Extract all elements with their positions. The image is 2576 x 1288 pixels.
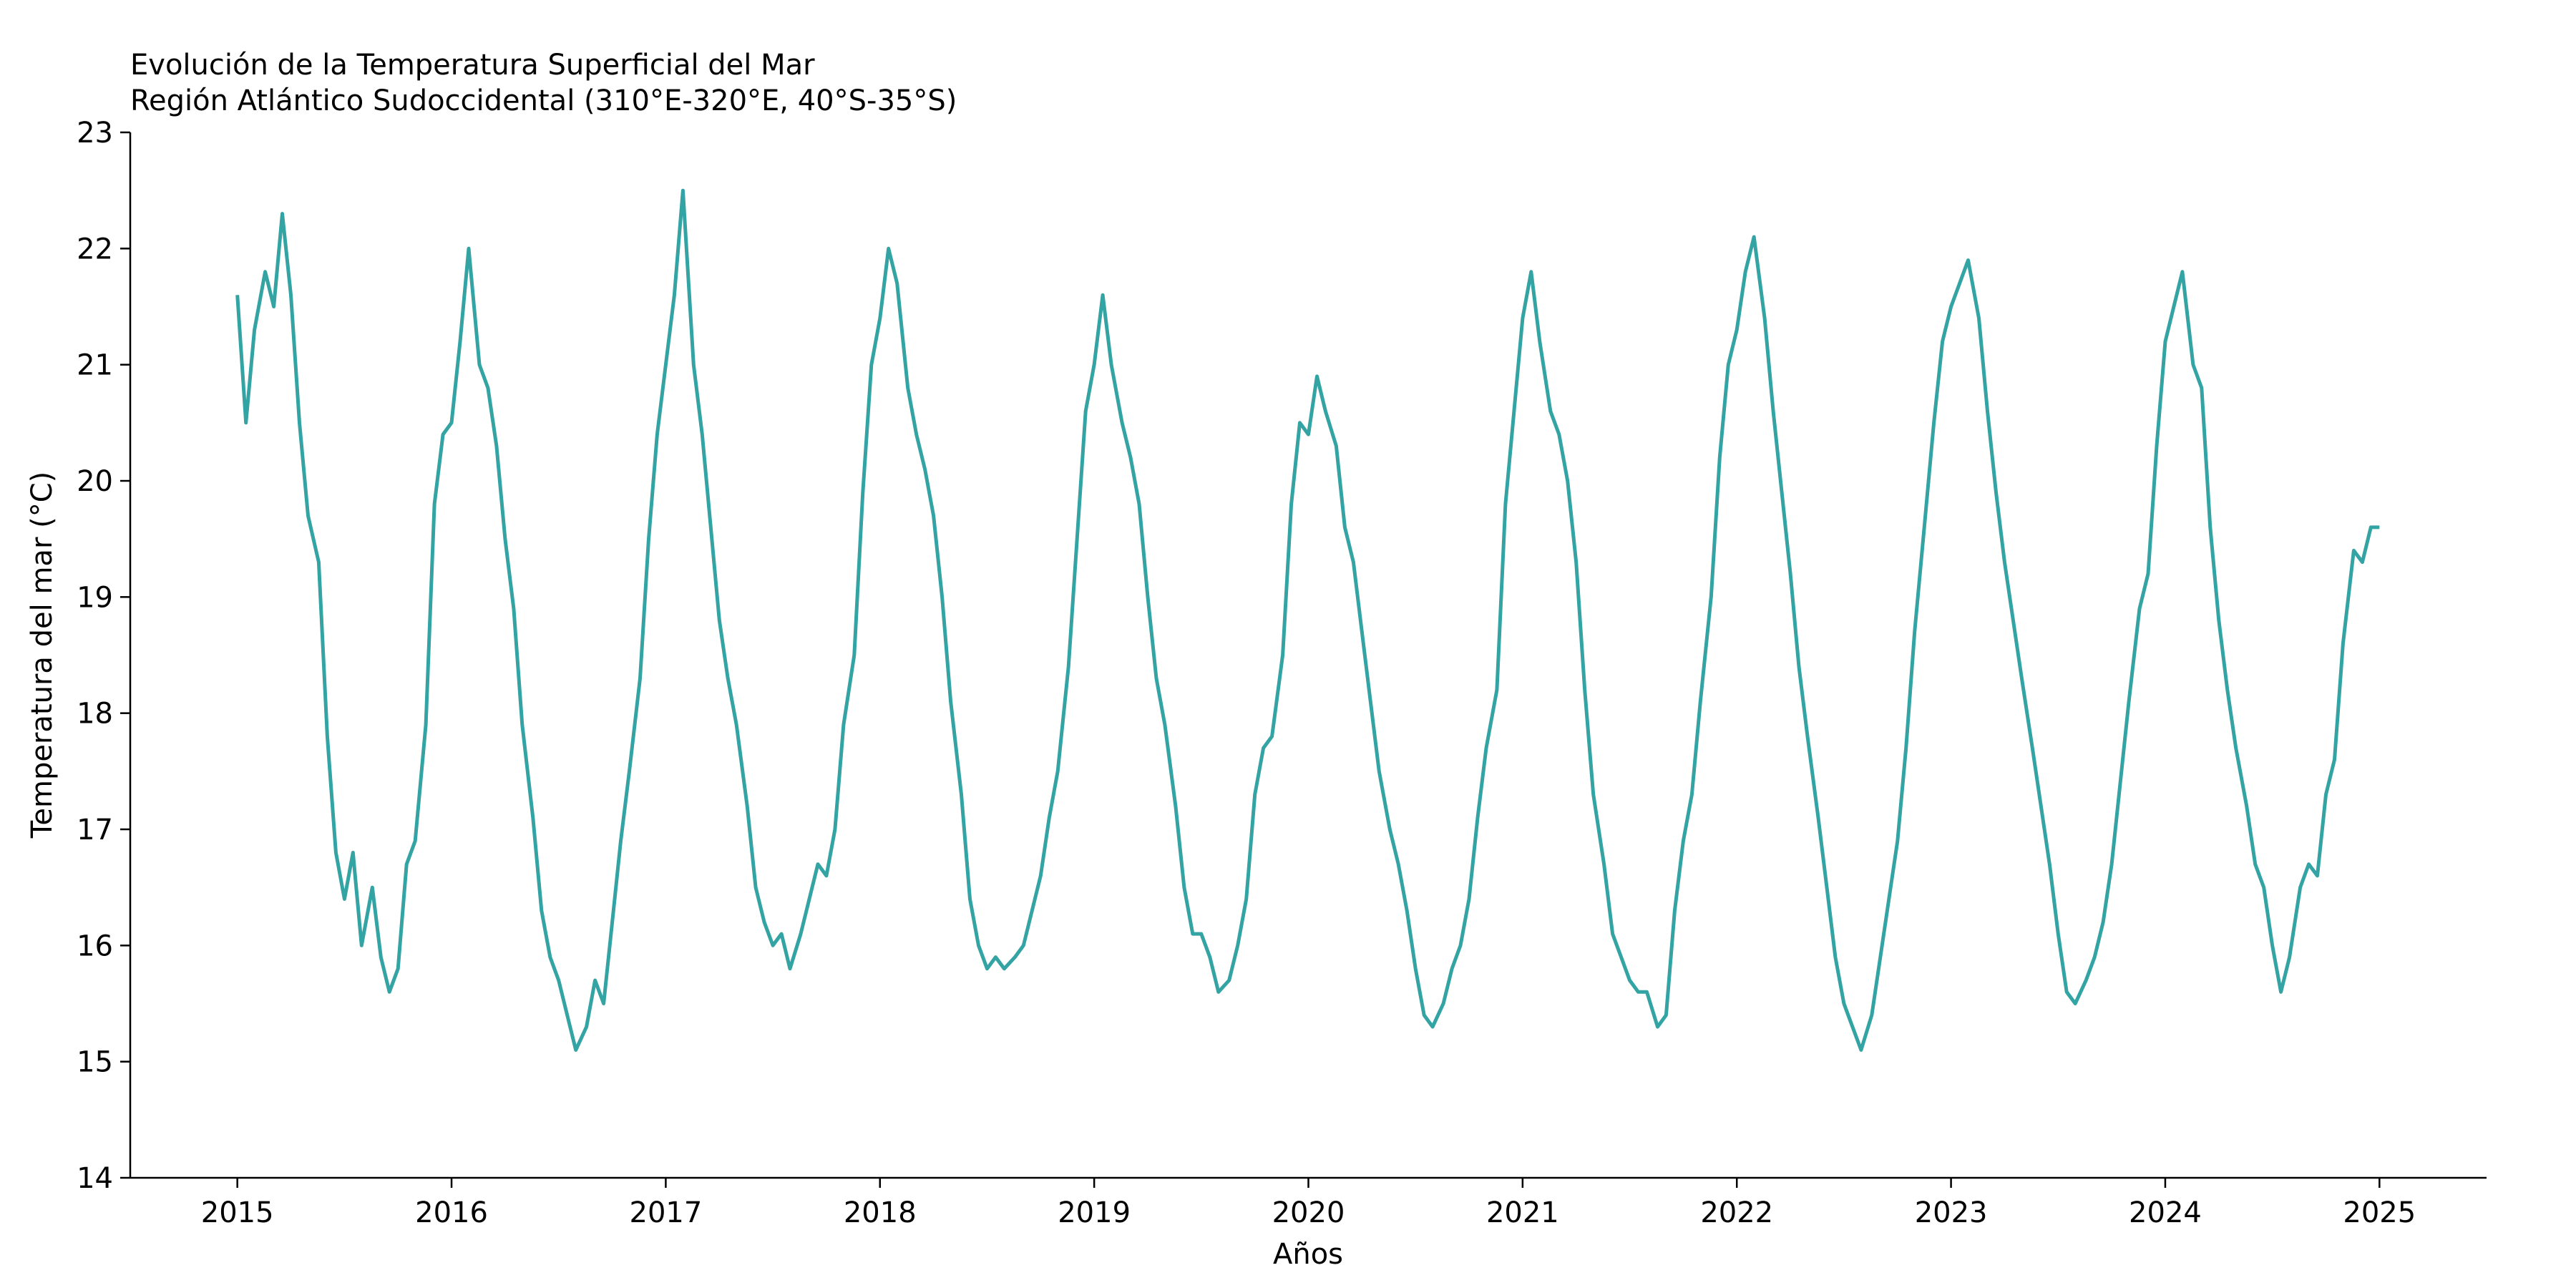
y-tick-label: 21 [77, 349, 113, 382]
y-tick-label: 20 [77, 465, 113, 498]
chart-title-line1: Evolución de la Temperatura Superficial … [130, 49, 815, 82]
y-tick-label: 14 [77, 1162, 113, 1195]
y-ticks: 14 15 16 17 18 19 20 21 22 23 [77, 117, 130, 1195]
x-tick-label: 2023 [1915, 1196, 1988, 1229]
x-tick-label: 2020 [1272, 1196, 1345, 1229]
y-tick-label: 18 [77, 698, 113, 731]
x-tick-label: 2025 [2343, 1196, 2416, 1229]
x-tick-label: 2024 [2129, 1196, 2202, 1229]
x-tick-label: 2015 [201, 1196, 274, 1229]
y-tick-label: 23 [77, 117, 113, 150]
x-tick-label: 2018 [844, 1196, 917, 1229]
x-axis-label: Años [1273, 1238, 1343, 1271]
x-tick-label: 2022 [1700, 1196, 1773, 1229]
chart-title-line2: Región Atlántico Sudoccidental (310°E-32… [130, 84, 957, 117]
y-tick-label: 16 [77, 930, 113, 962]
y-tick-label: 19 [77, 581, 113, 614]
x-ticks: 2015 2016 2017 2018 2019 2020 2021 2022 2023 2024… [201, 1178, 2416, 1229]
x-tick-label: 2021 [1486, 1196, 1559, 1229]
y-tick-label: 22 [77, 233, 113, 265]
x-tick-label: 2017 [630, 1196, 703, 1229]
y-tick-label: 15 [77, 1046, 113, 1079]
y-tick-label: 17 [77, 814, 113, 847]
x-tick-label: 2016 [415, 1196, 488, 1229]
sst-series-line [235, 188, 2380, 1052]
y-axis-label: Temperatura del mar (°C) [26, 472, 59, 839]
x-tick-label: 2019 [1058, 1196, 1131, 1229]
